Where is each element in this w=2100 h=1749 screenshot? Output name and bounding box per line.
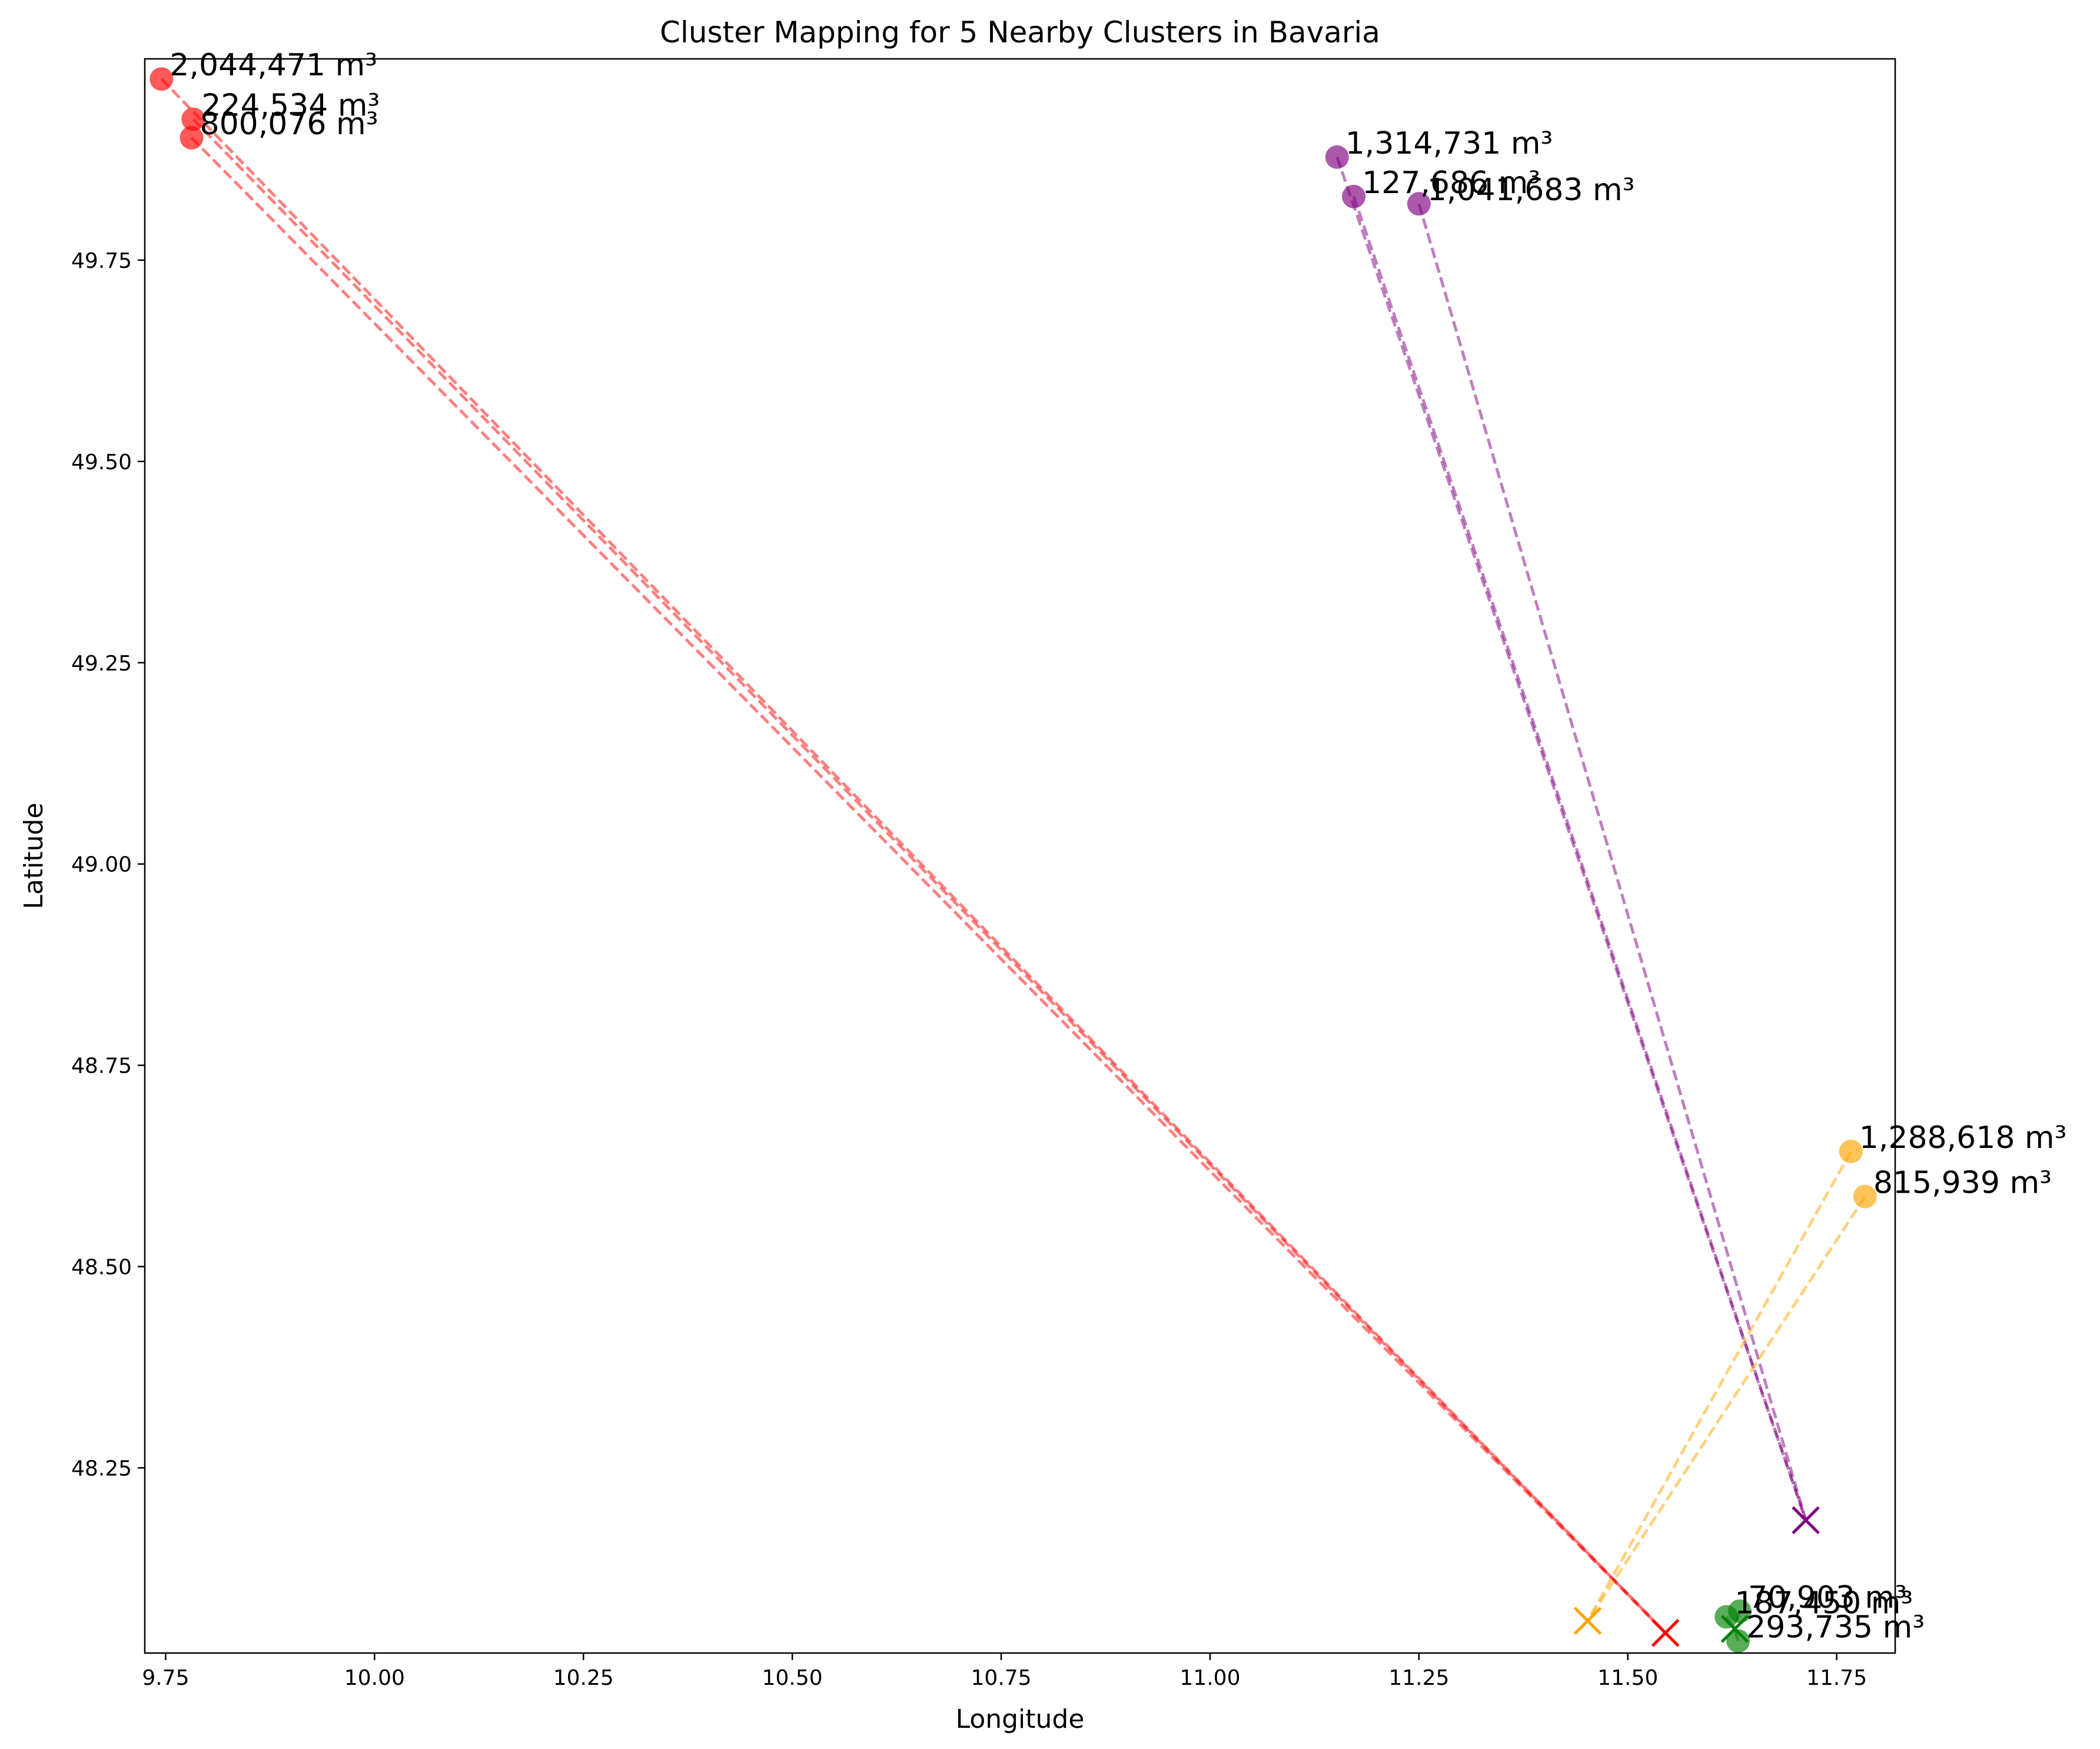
data-point	[181, 107, 205, 131]
y-tick-label: 48.75	[71, 1054, 132, 1078]
plot-area	[145, 59, 1895, 1653]
x-tick-label: 10.75	[971, 1666, 1032, 1690]
cluster-centers	[1573, 1506, 1820, 1647]
connector-line	[1586, 1196, 1866, 1622]
y-tick-label: 49.75	[71, 249, 132, 273]
connector-line	[160, 78, 1667, 1634]
data-point	[149, 67, 174, 91]
x-axis-ticks: 9.75 10.00 10.25 10.50 10.75 11.00 11.25 11.50 1…	[142, 1653, 1867, 1690]
data-points	[149, 67, 1877, 1653]
x-tick-label: 11.25	[1388, 1666, 1449, 1690]
connector-line	[1586, 1150, 1852, 1622]
point-label: 224,534 m³	[201, 88, 380, 124]
data-point	[1407, 192, 1431, 216]
point-label: 800,076 m³	[200, 107, 378, 142]
center-marker-stroke	[1573, 1607, 1602, 1635]
x-tick-label: 11.75	[1806, 1666, 1867, 1690]
point-label: 815,939 m³	[1873, 1166, 2052, 1201]
x-tick-label: 11.00	[1179, 1666, 1240, 1690]
data-point	[1853, 1184, 1877, 1209]
y-tick-label: 49.00	[71, 853, 132, 877]
x-tick-label: 10.00	[344, 1666, 405, 1690]
y-axis-label: Latitude	[19, 802, 49, 909]
chart-title: Cluster Mapping for 5 Nearby Clusters in…	[660, 15, 1380, 49]
x-tick-label: 11.50	[1597, 1666, 1658, 1690]
center-marker-stroke	[1720, 1615, 1749, 1643]
y-tick-label: 48.25	[71, 1456, 132, 1481]
connector-line	[1352, 196, 1807, 1521]
y-tick-label: 48.50	[71, 1256, 132, 1280]
point-label: 1,041,683 m³	[1427, 172, 1635, 208]
data-point	[1726, 1629, 1750, 1653]
data-point	[1325, 145, 1349, 169]
point-label: 127,686 m³	[1362, 165, 1540, 201]
data-point	[1342, 184, 1366, 208]
point-label: 293,735 m³	[1746, 1609, 1925, 1645]
x-tick-label: 10.25	[553, 1666, 614, 1690]
center-marker-stroke	[1651, 1619, 1680, 1647]
center-marker-stroke	[1792, 1506, 1820, 1535]
plot-frame	[144, 58, 1896, 1654]
connector-lines	[160, 78, 1866, 1642]
x-axis-label: Longitude	[956, 1704, 1085, 1734]
point-label: 1,314,731 m³	[1345, 126, 1553, 161]
y-tick-label: 49.50	[71, 450, 132, 474]
point-label: 187,450 m³	[1735, 1585, 1913, 1621]
y-axis-ticks: 48.25 48.50 48.75 49.00 49.25 49.50 49.75	[71, 249, 145, 1481]
x-tick-label: 9.75	[142, 1666, 189, 1690]
point-label: 2,044,471 m³	[170, 48, 377, 83]
x-tick-label: 10.50	[762, 1666, 823, 1690]
y-tick-label: 49.25	[71, 652, 132, 676]
data-point	[180, 126, 204, 150]
data-point	[1839, 1139, 1863, 1163]
point-label: 70,903 m³	[1748, 1580, 1907, 1615]
connector-line	[190, 137, 1667, 1634]
point-label: 1,288,618 m³	[1859, 1120, 2067, 1156]
